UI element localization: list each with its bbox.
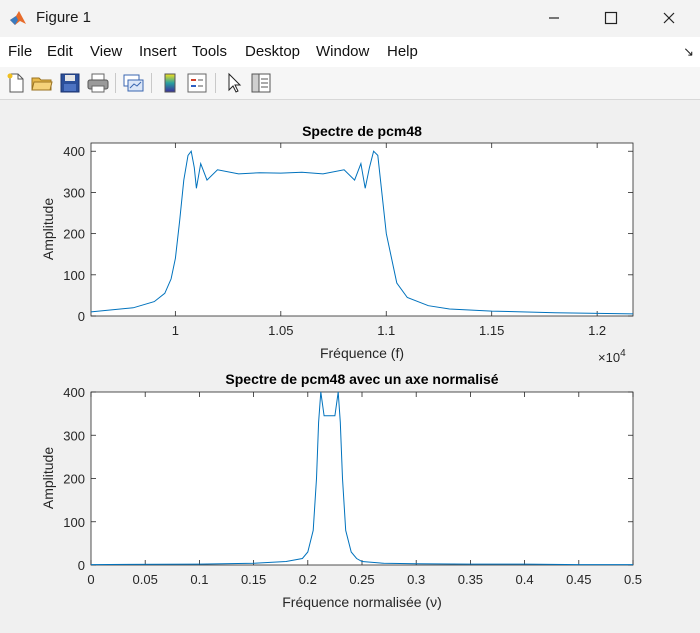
menu-bar: File Edit View Insert Tools Desktop Wind… [0,37,700,67]
plots-canvas: Spectre de pcm48 Fréquence (f) Amplitude… [40,123,642,610]
title-bar: Figure 1 [0,0,700,37]
toolbar-separator [215,73,216,93]
x-tick-label: 0.4 [516,572,534,587]
x-tick-label: 0 [87,572,94,587]
menu-insert[interactable]: Insert [139,43,177,60]
print-icon[interactable] [86,71,110,95]
y-tick-label: 400 [63,144,85,159]
axes-2-title: Spectre de pcm48 avec un axe normalisé [225,371,498,387]
axes-1-xlabel: Fréquence (f) [320,345,404,361]
x-tick-label: 1.05 [268,323,293,338]
series-line-spectrum [90,150,634,315]
minimize-icon [549,17,559,19]
x-tick-label: 1.2 [588,323,606,338]
x-tick-label: 0.5 [624,572,642,587]
menu-help[interactable]: Help [387,43,418,60]
new-figure-icon[interactable] [4,71,28,95]
close-button[interactable] [640,0,698,36]
y-tick-label: 0 [78,558,85,573]
x-tick-label: 0.25 [349,572,374,587]
figure-canvas: Spectre de pcm48 Fréquence (f) Amplitude… [0,100,700,628]
y-tick-label: 100 [63,268,85,283]
maximize-button[interactable] [582,0,640,36]
axes-1-title: Spectre de pcm48 [302,123,422,139]
x-tick-label: 0.45 [566,572,591,587]
toolbar-separator [115,73,116,93]
axes-normalized-spectrum[interactable]: Spectre de pcm48 avec un axe normalisé F… [40,371,642,610]
window-title: Figure 1 [36,9,92,26]
colorbar-icon[interactable] [158,71,182,95]
y-tick-label: 300 [63,428,85,443]
menu-view[interactable]: View [90,43,123,60]
toolbar-separator [151,73,152,93]
y-tick-label: 400 [63,385,85,400]
axes-2-ylabel: Amplitude [40,447,56,509]
y-tick-label: 200 [63,227,85,242]
y-tick-label: 0 [78,309,85,324]
x-tick-label: 1 [172,323,179,338]
menu-tools[interactable]: Tools [192,43,228,60]
axes-1-exponent-power: 4 [620,348,626,359]
menu-window[interactable]: Window [316,43,370,60]
axes-2-background [90,391,634,566]
pointer-icon[interactable] [222,71,246,95]
toolbar [0,67,700,100]
menu-edit[interactable]: Edit [47,43,73,60]
x-tick-label: 1.1 [377,323,395,338]
x-tick-label: 1.15 [479,323,504,338]
x-tick-label: 0.2 [299,572,317,587]
menu-file[interactable]: File [8,43,33,60]
dock-icon[interactable]: ↘ [683,44,694,59]
axes-spectrum[interactable]: Spectre de pcm48 Fréquence (f) Amplitude… [40,123,634,365]
y-tick-label: 200 [63,472,85,487]
link-plot-icon[interactable] [121,71,145,95]
minimize-button[interactable] [525,0,583,36]
property-editor-icon[interactable] [249,71,273,95]
y-tick-label: 100 [63,515,85,530]
maximize-icon [604,11,618,25]
open-file-icon[interactable] [30,71,54,95]
axes-1-exponent-base: ×10 [598,350,620,365]
close-icon [663,12,675,24]
axes-1-ylabel: Amplitude [40,198,56,260]
x-tick-label: 0.1 [190,572,208,587]
x-tick-label: 0.35 [458,572,483,587]
matlab-logo-icon [10,11,26,25]
x-tick-label: 0.05 [133,572,158,587]
menu-desktop[interactable]: Desktop [245,43,301,60]
y-tick-label: 300 [63,185,85,200]
axes-1-exponent-label: ×104 [598,348,626,365]
series-line-normalized [90,391,633,566]
axes-2-xlabel: Fréquence normalisée (ν) [282,594,442,610]
x-tick-label: 0.3 [407,572,425,587]
x-tick-label: 0.15 [241,572,266,587]
save-icon[interactable] [58,71,82,95]
legend-icon[interactable] [185,71,209,95]
